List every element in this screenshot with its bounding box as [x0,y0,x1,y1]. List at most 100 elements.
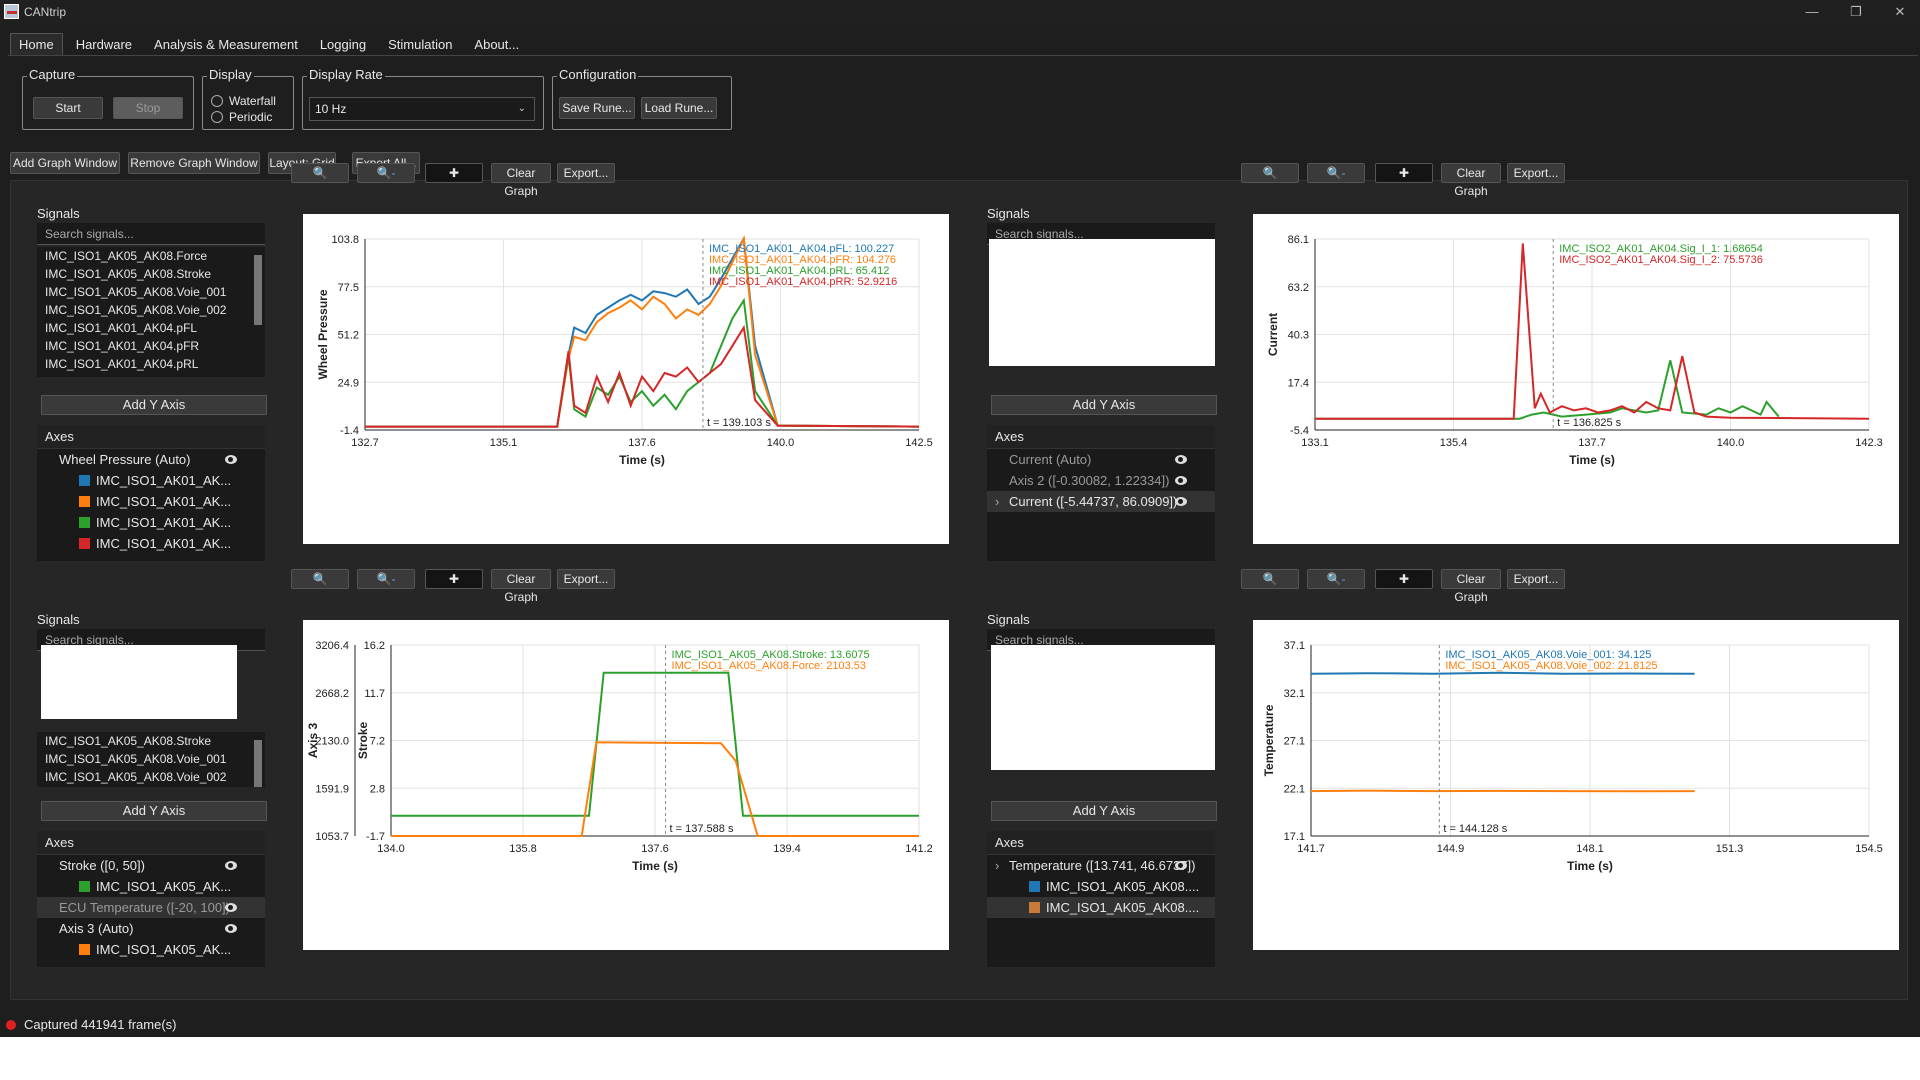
axis-row[interactable]: Current (Auto) [987,449,1215,470]
save-rune-button[interactable]: Save Rune... [559,97,635,119]
signal-list[interactable]: IMC_ISO1_AK05_AK08.Stroke IMC_ISO1_AK05_A… [37,732,265,787]
zoom-out-button[interactable]: 🔍- [1307,163,1365,183]
list-item[interactable]: IMC_ISO1_AK05_AK08.Voie_001 [45,752,227,766]
close-button[interactable]: ✕ [1894,4,1906,19]
radio-circle-icon [211,111,223,123]
periodic-label: Periodic [229,110,273,124]
list-item[interactable]: IMC_ISO1_AK01_AK04.pRL [45,357,199,371]
list-item[interactable]: IMC_ISO1_AK05_AK08.Voie_001 [45,285,227,299]
zoom-in-button[interactable]: 🔍 [1241,569,1299,589]
zoom-in-button[interactable]: 🔍 [291,569,349,589]
clear-graph-button[interactable]: Clear Graph [491,569,551,604]
eye-icon[interactable] [225,924,237,933]
zoom-in-button[interactable]: 🔍 [291,163,349,183]
export-button[interactable]: Export... [557,163,615,183]
axis-row[interactable]: IMC_ISO1_AK01_AK... [37,491,265,512]
axis-row[interactable]: › Current ([-5.44737, 86.0909]) [987,491,1215,512]
scrollbar[interactable] [254,255,262,325]
eye-icon[interactable] [225,903,237,912]
load-rune-button[interactable]: Load Rune... [641,97,717,119]
pan-button[interactable]: ✚ [425,569,483,589]
signal-list[interactable]: IMC_ISO1_AK05_AK08.Force IMC_ISO1_AK05_AK… [37,247,265,377]
list-item[interactable]: IMC_ISO1_AK05_AK08.Stroke [45,734,212,748]
zoom-in-button[interactable]: 🔍 [1241,163,1299,183]
list-item[interactable]: IMC_ISO1_AK01_AK04.pRR [37,373,265,377]
zoom-out-button[interactable]: 🔍- [357,569,415,589]
list-item[interactable]: IMC_ISO1_AK01_AK04.pFL [45,321,198,335]
axis-row[interactable]: IMC_ISO1_AK05_AK08.... [987,876,1215,897]
chart-plot[interactable]: 37.1 32.1 27.1 22.1 17.1 141.7 144.9 148.1 151.3… [1253,620,1899,950]
axes-tree[interactable]: Axes › Temperature ([13.741, 46.6737]) IMC_… [987,831,1215,967]
add-graph-window-button[interactable]: Add Graph Window [10,152,120,174]
axis-row[interactable]: Wheel Pressure (Auto) [37,449,265,470]
chevron-right-icon[interactable]: › [995,494,1000,509]
clear-graph-button[interactable]: Clear Graph [491,163,551,198]
chart-plot[interactable]: 16.2 11.7 7.2 2.8 -1.7 3206.4 2668.2 2130.0 1591… [303,620,949,950]
list-item[interactable]: IMC_ISO1_AK05_AK08.Voie_002 [45,303,227,317]
pan-button[interactable]: ✚ [1375,163,1433,183]
restore-button[interactable]: ❐ [1850,4,1862,19]
axis-row[interactable]: Axis 2 ([-0.30082, 1.22334]) [987,470,1215,491]
add-y-axis-button[interactable]: Add Y Axis [41,395,267,415]
add-y-axis-button[interactable]: Add Y Axis [41,801,267,821]
axis-row[interactable]: IMC_ISO1_AK05_AK... [37,939,265,960]
tab-home[interactable]: Home [10,33,63,55]
axis-row[interactable]: ECU Temperature ([-20, 100]) [37,897,265,918]
list-item[interactable]: IMC_ISO1_AK05_AK08.Stroke [45,267,212,281]
pan-button[interactable]: ✚ [1375,569,1433,589]
color-swatch [79,496,90,507]
axis-row[interactable]: › Temperature ([13.741, 46.6737]) [987,855,1215,876]
export-button[interactable]: Export... [557,569,615,589]
add-y-axis-button[interactable]: Add Y Axis [991,801,1217,821]
eye-icon[interactable] [225,455,237,464]
eye-icon[interactable] [1175,455,1187,464]
tab-hardware[interactable]: Hardware [75,37,133,52]
eye-icon[interactable] [1175,476,1187,485]
chart-plot[interactable]: 86.1 63.2 40.3 17.4 -5.4 133.1 135.4 137.7 140.0… [1253,214,1899,544]
scrollbar[interactable] [254,740,262,787]
eye-icon[interactable] [225,861,237,870]
list-item[interactable]: IMC_ISO1_AK01_AK04.pFR [45,339,200,353]
stop-button[interactable]: Stop [113,97,183,119]
axis-row[interactable]: IMC_ISO1_AK01_AK... [37,470,265,491]
export-button[interactable]: Export... [1507,569,1565,589]
list-item[interactable]: IMC_ISO1_AK05_AK08.Voie_002 [45,770,227,784]
signals-label: Signals [37,206,80,221]
axes-tree[interactable]: Axes Current (Auto) Axis 2 ([-0.30082, 1.2… [987,425,1215,561]
eye-icon[interactable] [1175,497,1187,506]
zoom-out-button[interactable]: 🔍- [1307,569,1365,589]
axis-row[interactable]: IMC_ISO1_AK05_AK... [37,876,265,897]
signal-list-blank [41,645,237,719]
tab-about[interactable]: About... [474,37,520,52]
periodic-radio[interactable]: Periodic [211,110,272,124]
export-button[interactable]: Export... [1507,163,1565,183]
axis-row[interactable]: IMC_ISO1_AK01_AK... [37,512,265,533]
pan-button[interactable]: ✚ [425,163,483,183]
chart-plot[interactable]: 103.8 77.5 51.2 24.9 -1.4 132.7 135.1 137.6 140.… [303,214,949,544]
clear-graph-button[interactable]: Clear Graph [1441,569,1501,604]
list-item[interactable]: IMC_ISO1_AK05_AK08.Force [45,249,208,263]
minimize-button[interactable]: — [1805,4,1819,19]
signal-list-blank [991,645,1215,770]
axis-row[interactable]: Axis 3 (Auto) [37,918,265,939]
tab-analysis-measurement[interactable]: Analysis & Measurement [154,37,298,52]
y-tick-label: 27.1 [1284,736,1305,748]
add-y-axis-button[interactable]: Add Y Axis [991,395,1217,415]
signal-search-input[interactable]: Search signals... [37,223,265,245]
chevron-right-icon[interactable]: › [995,858,1000,873]
axis-row[interactable]: IMC_ISO1_AK01_AK... [37,533,265,554]
waterfall-radio[interactable]: Waterfall [211,94,276,108]
tab-logging[interactable]: Logging [319,37,367,52]
remove-graph-window-button[interactable]: Remove Graph Window [128,152,260,174]
display-rate-select[interactable]: 10 Hz ⌄ [309,97,535,121]
eye-icon[interactable] [1175,861,1187,870]
axes-tree[interactable]: Axes Wheel Pressure (Auto) IMC_ISO1_AK01_A… [37,425,265,561]
zoom-out-button[interactable]: 🔍- [357,163,415,183]
tab-stimulation[interactable]: Stimulation [388,37,453,52]
start-button[interactable]: Start [33,97,103,119]
axes-tree[interactable]: Axes Stroke ([0, 50]) IMC_ISO1_AK05_AK... E… [37,831,265,967]
clear-graph-button[interactable]: Clear Graph [1441,163,1501,198]
axis-row[interactable]: Stroke ([0, 50]) [37,855,265,876]
signals-label: Signals [37,612,80,627]
axis-row[interactable]: IMC_ISO1_AK05_AK08.... [987,897,1215,918]
